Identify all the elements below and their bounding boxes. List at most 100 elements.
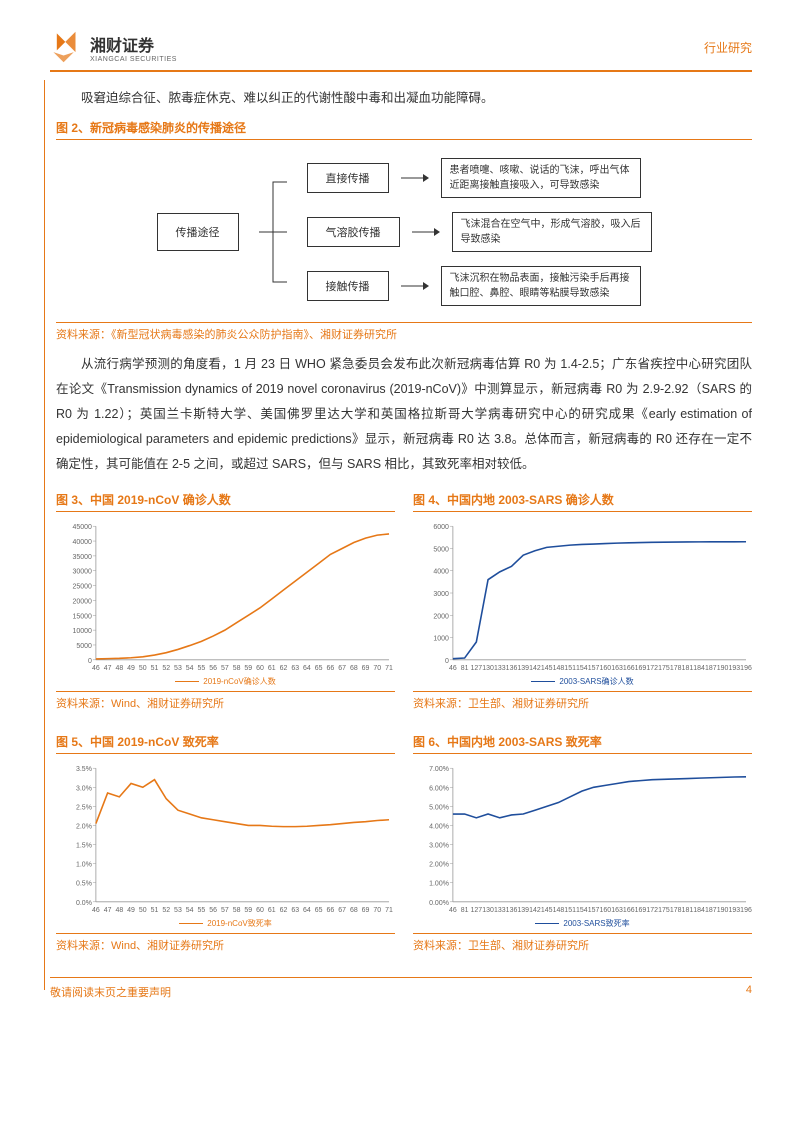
fig4-source: 资料来源：卫生部、湘财证券研究所: [413, 691, 752, 711]
svg-text:62: 62: [280, 665, 288, 672]
svg-text:136: 136: [506, 907, 518, 914]
svg-text:35000: 35000: [73, 554, 93, 561]
svg-text:160: 160: [599, 907, 611, 914]
svg-text:59: 59: [244, 665, 252, 672]
svg-text:45000: 45000: [73, 524, 93, 531]
svg-text:30000: 30000: [73, 569, 93, 576]
svg-text:60: 60: [256, 907, 264, 914]
svg-text:169: 169: [635, 665, 647, 672]
diagram-node: 直接传播: [307, 163, 389, 193]
svg-text:57: 57: [221, 665, 229, 672]
fig4-title: 图 4、中国内地 2003-SARS 确诊人数: [413, 491, 752, 512]
paragraph-2: 从流行病学预测的角度看，1 月 23 日 WHO 紧急委员会发布此次新冠病毒估算…: [56, 352, 752, 477]
svg-text:142: 142: [529, 665, 541, 672]
svg-text:3000: 3000: [433, 591, 449, 598]
svg-text:66: 66: [327, 907, 335, 914]
chart-svg: 0100020003000400050006000468112713013313…: [413, 518, 752, 678]
fig2-diagram: 传播途径 直接传播 患者喷嚏、咳嗽、说话的飞沫，呼出气体近距离接触直接吸入，可导致…: [56, 146, 752, 318]
svg-text:5.00%: 5.00%: [429, 804, 449, 811]
diagram-root: 传播途径: [157, 213, 239, 251]
svg-text:2.0%: 2.0%: [76, 823, 92, 830]
svg-text:4000: 4000: [433, 569, 449, 576]
svg-text:163: 163: [611, 907, 623, 914]
svg-text:6.00%: 6.00%: [429, 785, 449, 792]
page-header: 湘财证券 XIANGCAI SECURITIES 行业研究: [50, 30, 752, 72]
svg-text:184: 184: [693, 665, 705, 672]
svg-text:0: 0: [445, 658, 449, 665]
svg-text:57: 57: [221, 907, 229, 914]
svg-text:3.5%: 3.5%: [76, 766, 92, 773]
fig2-title: 图 2、新冠病毒感染肺炎的传播途径: [56, 119, 752, 140]
svg-text:46: 46: [449, 907, 457, 914]
svg-text:196: 196: [740, 907, 752, 914]
svg-text:15000: 15000: [73, 613, 93, 620]
left-accent-line: [44, 80, 45, 990]
svg-text:69: 69: [362, 907, 370, 914]
svg-text:48: 48: [115, 907, 123, 914]
svg-text:67: 67: [338, 907, 346, 914]
svg-text:53: 53: [174, 665, 182, 672]
svg-text:63: 63: [291, 665, 299, 672]
page-number: 4: [746, 984, 752, 1000]
svg-text:5000: 5000: [76, 643, 92, 650]
svg-text:60: 60: [256, 665, 264, 672]
paragraph-1: 吸窘迫综合征、脓毒症休克、难以纠正的代谢性酸中毒和出凝血功能障碍。: [56, 86, 752, 111]
svg-text:127: 127: [471, 665, 483, 672]
svg-text:139: 139: [517, 665, 529, 672]
svg-text:2000: 2000: [433, 613, 449, 620]
logo-subtext: XIANGCAI SECURITIES: [90, 56, 177, 63]
svg-text:160: 160: [599, 665, 611, 672]
svg-text:50: 50: [139, 907, 147, 914]
svg-text:193: 193: [728, 907, 740, 914]
arrow-icon: [412, 226, 440, 238]
chart-svg: 0.0%0.5%1.0%1.5%2.0%2.5%3.0%3.5%46474849…: [56, 760, 395, 920]
svg-text:70: 70: [373, 907, 381, 914]
chart-svg: 0500010000150002000025000300003500040000…: [56, 518, 395, 678]
svg-text:130: 130: [482, 665, 494, 672]
svg-text:175: 175: [658, 907, 670, 914]
svg-text:56: 56: [209, 907, 217, 914]
svg-text:169: 169: [635, 907, 647, 914]
svg-text:1.0%: 1.0%: [76, 862, 92, 869]
svg-text:81: 81: [461, 665, 469, 672]
svg-text:48: 48: [115, 665, 123, 672]
chart-svg: 0.00%1.00%2.00%3.00%4.00%5.00%6.00%7.00%…: [413, 760, 752, 920]
svg-text:1.5%: 1.5%: [76, 843, 92, 850]
svg-text:0.0%: 0.0%: [76, 900, 92, 907]
svg-text:56: 56: [209, 665, 217, 672]
fig2-source: 资料来源：《新型冠状病毒感染的肺炎公众防护指南》、湘财证券研究所: [56, 322, 752, 342]
diagram-desc: 飞沫沉积在物品表面，接触污染手后再接触口腔、鼻腔、眼睛等粘膜导致感染: [441, 266, 641, 306]
svg-text:58: 58: [233, 665, 241, 672]
svg-text:25000: 25000: [73, 584, 93, 591]
svg-text:148: 148: [553, 665, 565, 672]
svg-text:196: 196: [740, 665, 752, 672]
svg-text:50: 50: [139, 665, 147, 672]
svg-text:46: 46: [92, 907, 100, 914]
svg-text:190: 190: [717, 665, 729, 672]
svg-text:163: 163: [611, 665, 623, 672]
svg-text:154: 154: [576, 665, 588, 672]
svg-text:172: 172: [646, 665, 658, 672]
svg-text:157: 157: [588, 665, 600, 672]
svg-text:59: 59: [244, 907, 252, 914]
logo: 湘财证券 XIANGCAI SECURITIES: [50, 30, 177, 64]
svg-text:7.00%: 7.00%: [429, 766, 449, 773]
svg-text:3.00%: 3.00%: [429, 843, 449, 850]
svg-text:5000: 5000: [433, 546, 449, 553]
arrow-icon: [401, 280, 429, 292]
svg-text:47: 47: [104, 907, 112, 914]
svg-text:64: 64: [303, 907, 311, 914]
diagram-connector: [259, 167, 287, 297]
svg-text:187: 187: [705, 907, 717, 914]
svg-text:10000: 10000: [73, 628, 93, 635]
fig5-source: 资料来源：Wind、湘财证券研究所: [56, 933, 395, 953]
diagram-row: 气溶胶传播飞沫混合在空气中，形成气溶胶，吸入后导致感染: [307, 212, 652, 252]
svg-text:46: 46: [449, 665, 457, 672]
svg-text:40000: 40000: [73, 539, 93, 546]
svg-text:54: 54: [186, 665, 194, 672]
diagram-desc: 患者喷嚏、咳嗽、说话的飞沫，呼出气体近距离接触直接吸入，可导致感染: [441, 158, 641, 198]
svg-text:52: 52: [162, 665, 170, 672]
svg-text:1000: 1000: [433, 636, 449, 643]
svg-text:20000: 20000: [73, 598, 93, 605]
arrow-icon: [401, 172, 429, 184]
